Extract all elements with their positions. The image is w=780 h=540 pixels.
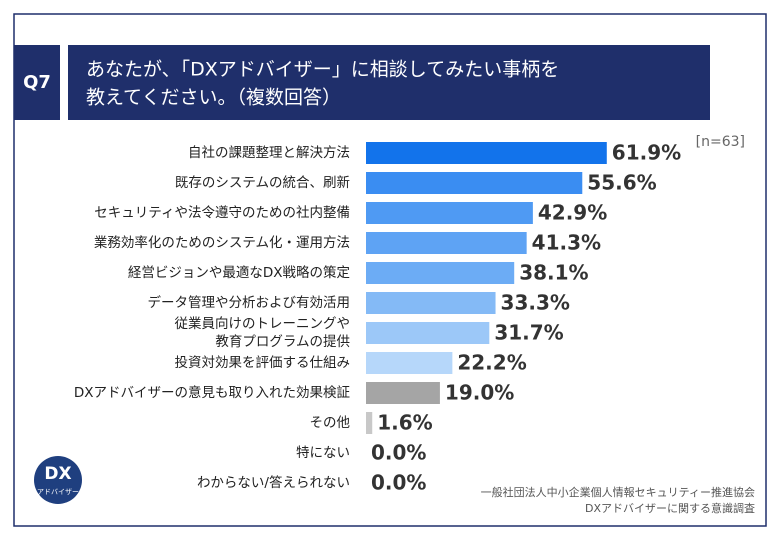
bar xyxy=(366,202,533,224)
category-label: 投資対効果を評価する仕組み xyxy=(175,355,351,371)
title-box xyxy=(68,45,710,120)
category-label: 業務効率化のためのシステム化・運用方法 xyxy=(94,234,350,251)
value-label: 42.9% xyxy=(538,201,607,225)
value-label: 19.0% xyxy=(445,381,514,405)
logo xyxy=(34,456,82,504)
bar xyxy=(366,172,583,194)
category-label: DXアドバイザーの意見も取り入れた効果検証 xyxy=(74,384,351,401)
annotation: [n=63] xyxy=(696,134,745,150)
title-line: あなたが、「DXアドバイザー」に相談してみたい事柄を xyxy=(86,59,559,81)
value-label: 0.0% xyxy=(371,441,426,465)
category-label: データ管理や分析および有効活用 xyxy=(148,294,351,311)
logo-caption: アドバイザー xyxy=(37,488,79,496)
value-label: 0.0% xyxy=(371,471,426,495)
category-label: 既存のシステムの統合、刷新 xyxy=(175,175,350,191)
bar xyxy=(366,352,453,374)
category-label: わからない/答えられない xyxy=(197,474,350,491)
bar xyxy=(366,382,440,404)
category-label: その他 xyxy=(310,415,351,431)
value-label: 22.2% xyxy=(457,351,526,375)
bar xyxy=(366,262,515,284)
bar xyxy=(366,412,373,434)
question: Q7 xyxy=(23,72,51,93)
value-label: 31.7% xyxy=(494,321,563,345)
category-label: セキュリティや法令遵守のための社内整備 xyxy=(94,204,350,221)
bar xyxy=(366,292,496,314)
bar xyxy=(366,322,490,344)
value-label: 41.3% xyxy=(532,231,601,255)
source: 一般社団法人中小企業個人情報セキュリティー推進協会 xyxy=(481,485,755,499)
bar xyxy=(366,142,607,164)
bar xyxy=(366,232,527,254)
category-label: 特にない xyxy=(296,445,350,461)
category-label: 自社の課題整理と解決方法 xyxy=(188,145,350,161)
source: DXアドバイザーに関する意識調査 xyxy=(585,501,755,515)
value-label: 61.9% xyxy=(612,141,681,165)
value-label: 1.6% xyxy=(377,411,432,435)
logo-mark: DX xyxy=(44,464,71,484)
question-box xyxy=(14,45,60,120)
category-label: 経営ビジョンや最適なDX戦略の策定 xyxy=(128,264,350,281)
value-label: 33.3% xyxy=(501,291,570,315)
value-label: 38.1% xyxy=(519,261,588,285)
title-line: 教えてください。（複数回答） xyxy=(86,87,341,109)
value-label: 55.6% xyxy=(587,171,656,195)
category-label: 従業員向けのトレーニングや教育プログラムの提供 xyxy=(175,316,351,350)
